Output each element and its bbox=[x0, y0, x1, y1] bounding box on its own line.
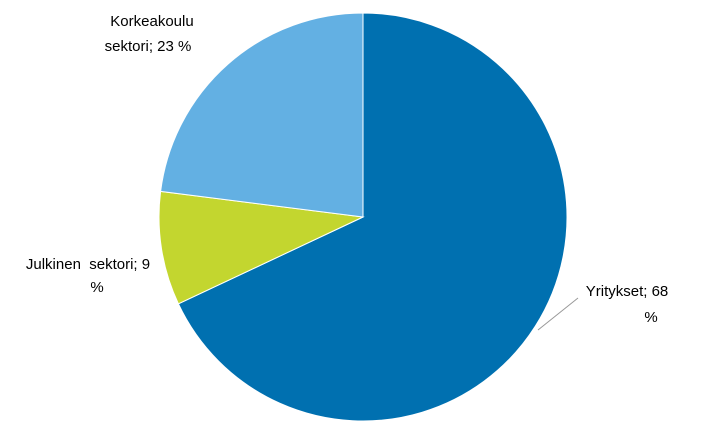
pie-slice bbox=[158, 190, 365, 305]
slice-label: % bbox=[90, 279, 103, 296]
slice-label: Yritykset; 68 bbox=[586, 283, 669, 300]
slice-label: % bbox=[644, 309, 657, 326]
pie-slice bbox=[160, 12, 364, 218]
leader-line bbox=[537, 297, 579, 331]
slice-label: sektori; 23 % bbox=[105, 38, 192, 55]
slice-label: Julkinen sektori; 9 bbox=[26, 256, 150, 273]
slice-label: Korkeakoulu bbox=[110, 13, 193, 30]
pie-slice bbox=[177, 12, 568, 421]
